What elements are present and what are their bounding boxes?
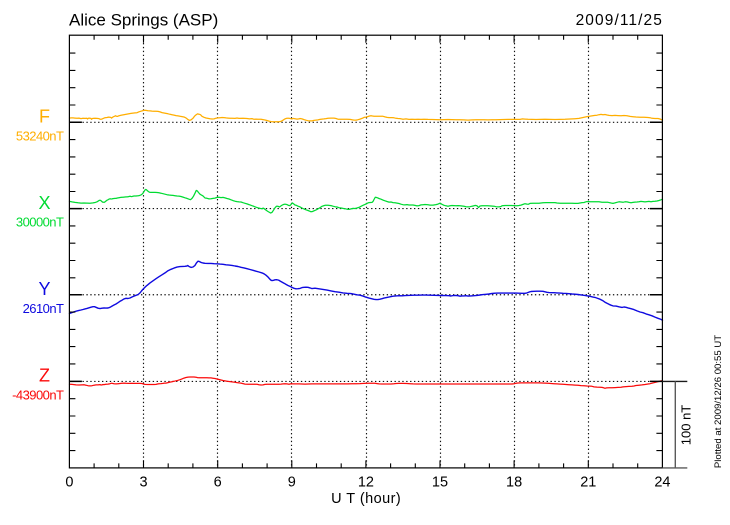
- svg-text:-43900nT: -43900nT: [12, 388, 64, 403]
- svg-text:21: 21: [580, 475, 596, 491]
- svg-text:100 nT: 100 nT: [679, 405, 694, 446]
- svg-text:Alice Springs (ASP): Alice Springs (ASP): [69, 10, 218, 29]
- svg-text:9: 9: [288, 475, 296, 491]
- svg-text:3: 3: [139, 475, 147, 491]
- svg-text:U T (hour): U T (hour): [331, 491, 401, 507]
- svg-text:2009/11/25: 2009/11/25: [576, 12, 663, 29]
- svg-text:18: 18: [506, 475, 522, 491]
- svg-text:24: 24: [654, 475, 670, 491]
- svg-text:2610nT: 2610nT: [23, 301, 64, 316]
- svg-text:6: 6: [214, 475, 222, 491]
- svg-text:X: X: [38, 193, 50, 213]
- svg-text:30000nT: 30000nT: [16, 215, 64, 230]
- svg-text:53240nT: 53240nT: [16, 128, 64, 143]
- svg-text:12: 12: [358, 475, 374, 491]
- svg-text:Plotted at 2009/12/26 00:55 UT: Plotted at 2009/12/26 00:55 UT: [713, 335, 724, 468]
- svg-text:Y: Y: [38, 279, 50, 299]
- svg-text:Z: Z: [39, 366, 50, 386]
- svg-text:15: 15: [432, 475, 448, 491]
- svg-text:0: 0: [65, 475, 73, 491]
- svg-text:F: F: [39, 107, 50, 127]
